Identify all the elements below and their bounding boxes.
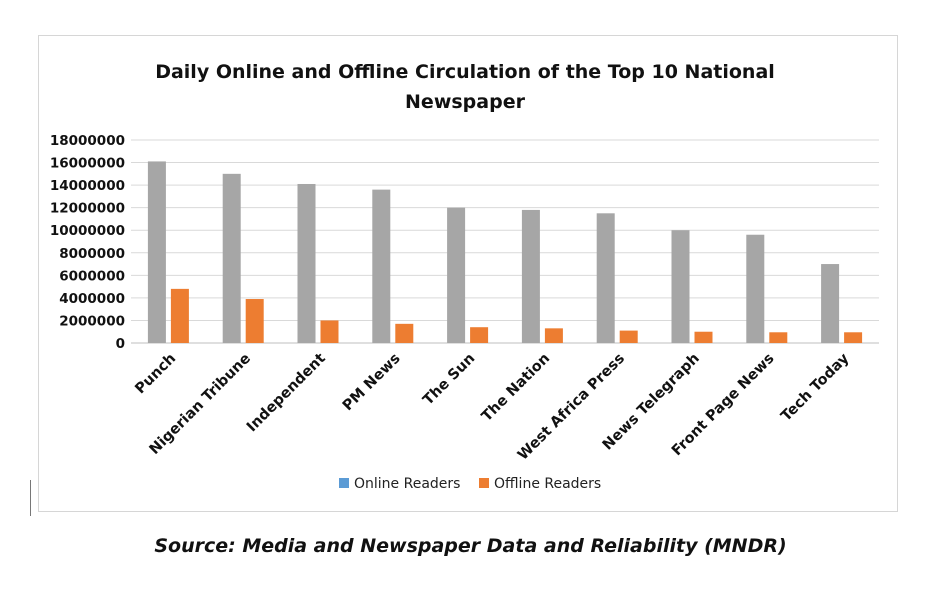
bar-offline-readers (470, 327, 489, 343)
x-tick-label: Punch (132, 351, 179, 398)
source-caption: Source: Media and Newspaper Data and Rel… (154, 535, 787, 557)
bars (147, 161, 863, 343)
edge-line (30, 480, 31, 516)
bar-offline-readers (544, 328, 563, 343)
legend: Online Readers Offline Readers (339, 476, 601, 492)
bar-chart: Daily Online and Offline Circulation of … (50, 61, 879, 492)
x-tick-label: The Sun (420, 351, 478, 409)
y-tick-label: 8000000 (59, 246, 125, 262)
y-tick-label: 16000000 (50, 156, 125, 172)
bar-online-readers (746, 234, 765, 343)
legend-swatch (339, 478, 349, 488)
x-tick-label: PM News (340, 351, 404, 415)
bar-online-readers (596, 213, 615, 343)
bar-offline-readers (694, 331, 713, 343)
bar-online-readers (521, 209, 540, 343)
x-tick-label: Independent (244, 350, 329, 435)
x-tick-label: The Nation (479, 351, 553, 425)
x-tick-label: Tech Today (778, 350, 853, 425)
y-tick-label: 10000000 (50, 223, 125, 239)
y-axis: 0 2000000 4000000 6000000 8000000 10000000 120… (50, 133, 125, 352)
y-tick-label: 0 (116, 336, 125, 352)
bar-offline-readers (769, 332, 788, 343)
bar-online-readers (671, 230, 690, 343)
chart-frame: Daily Online and Offline Circulation of … (38, 35, 898, 512)
y-tick-label: 12000000 (50, 201, 125, 217)
chart-title-line-1: Daily Online and Offline Circulation of … (155, 61, 775, 83)
y-tick-label: 6000000 (59, 268, 125, 284)
bar-offline-readers (320, 320, 339, 343)
chart-title-line-2: Newspaper (405, 91, 526, 113)
bar-online-readers (297, 183, 316, 343)
bar-offline-readers (170, 288, 189, 343)
bar-online-readers (222, 173, 241, 343)
bar-offline-readers (395, 323, 414, 343)
gridlines (131, 139, 879, 344)
bar-offline-readers (844, 332, 863, 343)
y-tick-label: 18000000 (50, 133, 125, 149)
y-tick-label: 2000000 (59, 313, 125, 329)
legend-label: Online Readers (354, 476, 460, 492)
legend-label: Offline Readers (494, 476, 601, 492)
legend-swatch (479, 478, 489, 488)
bar-online-readers (447, 207, 466, 343)
y-tick-label: 14000000 (50, 178, 125, 194)
y-tick-label: 4000000 (59, 291, 125, 307)
bar-online-readers (821, 264, 840, 343)
bar-online-readers (147, 161, 166, 343)
bar-offline-readers (245, 299, 264, 343)
bar-offline-readers (619, 330, 638, 343)
bar-online-readers (372, 189, 391, 343)
